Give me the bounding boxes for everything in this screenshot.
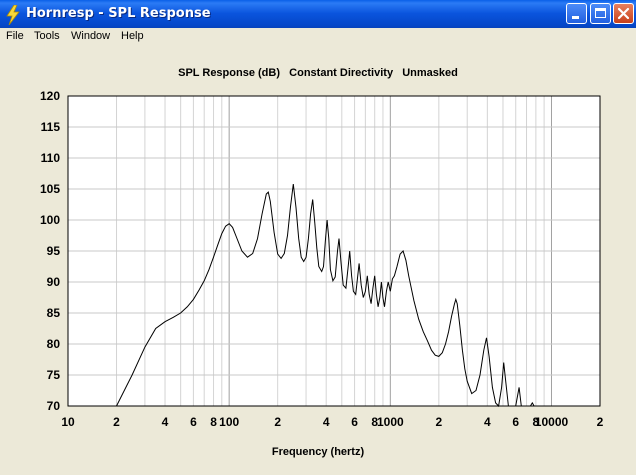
x-tick-label: 4 bbox=[484, 415, 491, 429]
chart-area: SPL Response (dB) Constant Directivity U… bbox=[0, 47, 636, 475]
plot-frame bbox=[67, 95, 601, 407]
menu-tools[interactable]: Tools bbox=[34, 30, 60, 42]
x-tick-label: 100 bbox=[219, 415, 239, 429]
y-tick-label: 105 bbox=[40, 182, 60, 196]
x-tick-label: 8 bbox=[533, 415, 540, 429]
x-tick-label: 2 bbox=[274, 415, 281, 429]
x-tick-label: 4 bbox=[162, 415, 169, 429]
y-tick-label: 95 bbox=[47, 244, 61, 258]
y-tick-label: 90 bbox=[47, 275, 61, 289]
x-tick-label: 6 bbox=[512, 415, 519, 429]
y-tick-label: 120 bbox=[40, 89, 60, 103]
window-title: Hornresp - SPL Response bbox=[26, 6, 211, 21]
y-tick-label: 115 bbox=[41, 120, 61, 134]
close-icon bbox=[617, 7, 630, 20]
x-tick-label: 2 bbox=[597, 415, 604, 429]
grid-lines bbox=[68, 96, 600, 406]
close-button[interactable] bbox=[613, 3, 634, 24]
chart-title: SPL Response (dB) Constant Directivity U… bbox=[178, 67, 458, 79]
y-tick-label: 80 bbox=[47, 337, 61, 351]
x-tick-label: 8 bbox=[371, 415, 378, 429]
y-tick-label: 85 bbox=[47, 306, 61, 320]
minimize-icon bbox=[572, 16, 579, 19]
x-tick-label: 2 bbox=[113, 415, 120, 429]
x-tick-label: 10 bbox=[61, 415, 75, 429]
x-tick-label: 1000 bbox=[377, 415, 404, 429]
x-tick-label: 10000 bbox=[535, 415, 569, 429]
title-bar[interactable]: Hornresp - SPL Response bbox=[0, 0, 636, 30]
x-tick-label: 4 bbox=[323, 415, 330, 429]
spl-response-chart: SPL Response (dB) Constant Directivity U… bbox=[40, 67, 604, 458]
minimize-button[interactable] bbox=[566, 3, 587, 24]
x-tick-label: 6 bbox=[351, 415, 358, 429]
y-tick-label: 110 bbox=[41, 151, 61, 165]
x-tick-label: 6 bbox=[190, 415, 197, 429]
menu-file[interactable]: File bbox=[6, 30, 24, 42]
y-tick-label: 75 bbox=[47, 368, 61, 382]
y-tick-labels: 70 75 80 85 90 95 100 105 110 115 120 bbox=[40, 89, 60, 413]
lightning-bolt-icon bbox=[6, 5, 20, 25]
maximize-icon bbox=[595, 8, 606, 18]
spl-series-line bbox=[116, 183, 535, 408]
menu-bar: File Tools Window Help bbox=[0, 28, 636, 46]
menu-help[interactable]: Help bbox=[121, 30, 144, 42]
x-tick-label: 8 bbox=[210, 415, 217, 429]
y-tick-label: 70 bbox=[47, 399, 61, 413]
y-tick-label: 100 bbox=[40, 213, 60, 227]
maximize-button[interactable] bbox=[590, 3, 611, 24]
x-axis-label: Frequency (hertz) bbox=[272, 446, 365, 458]
x-tick-label: 2 bbox=[435, 415, 442, 429]
menu-window[interactable]: Window bbox=[71, 30, 111, 42]
